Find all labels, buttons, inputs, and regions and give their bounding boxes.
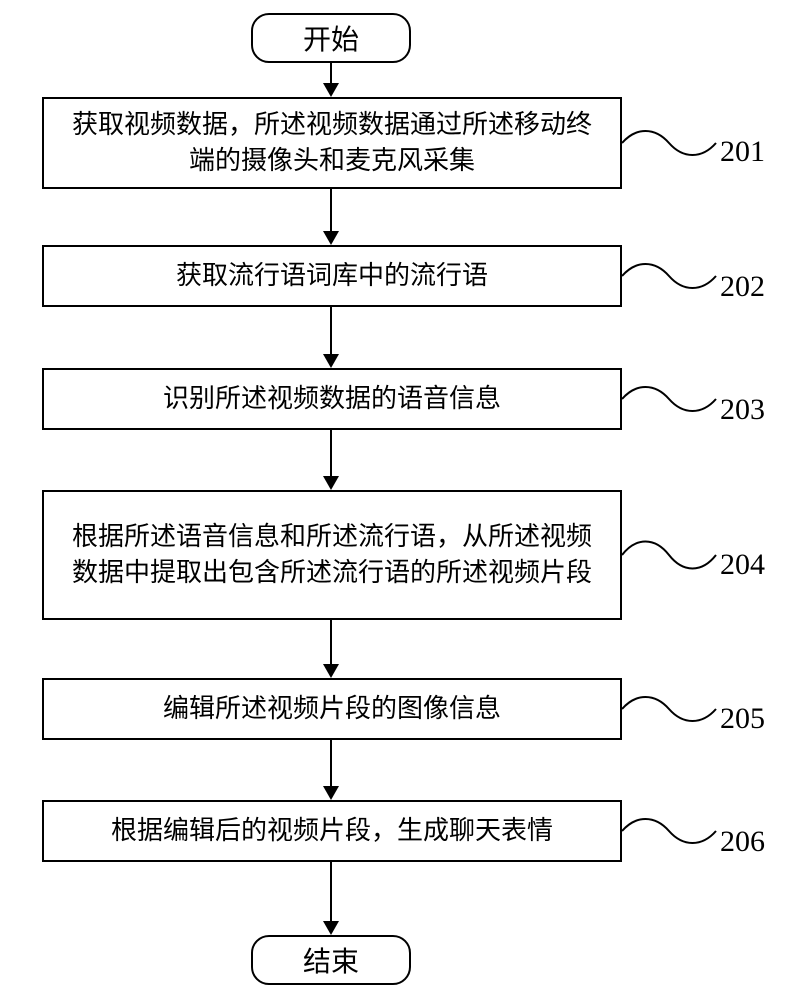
terminator-start: 开始: [251, 13, 411, 63]
step-201: 获取视频数据，所述视频数据通过所述移动终端的摄像头和麦克风采集: [42, 97, 622, 189]
step-203: 识别所述视频数据的语音信息: [42, 368, 622, 430]
step-205-text: 编辑所述视频片段的图像信息: [163, 691, 501, 727]
step-204-text: 根据所述语音信息和所述流行语，从所述视频数据中提取出包含所述流行语的所述视频片段: [64, 519, 600, 592]
step-205: 编辑所述视频片段的图像信息: [42, 678, 622, 740]
terminator-end-label: 结束: [303, 940, 359, 980]
label-202: 202: [720, 270, 765, 304]
label-203: 203: [720, 393, 765, 427]
terminator-start-label: 开始: [303, 18, 359, 58]
step-204: 根据所述语音信息和所述流行语，从所述视频数据中提取出包含所述流行语的所述视频片段: [42, 490, 622, 620]
step-206-text: 根据编辑后的视频片段，生成聊天表情: [111, 813, 553, 849]
label-206: 206: [720, 825, 765, 859]
step-201-text: 获取视频数据，所述视频数据通过所述移动终端的摄像头和麦克风采集: [64, 107, 600, 180]
step-202: 获取流行语词库中的流行语: [42, 245, 622, 307]
step-206: 根据编辑后的视频片段，生成聊天表情: [42, 800, 622, 862]
step-202-text: 获取流行语词库中的流行语: [176, 258, 488, 294]
label-201: 201: [720, 135, 765, 169]
terminator-end: 结束: [251, 935, 411, 985]
label-204: 204: [720, 548, 765, 582]
step-203-text: 识别所述视频数据的语音信息: [163, 381, 501, 417]
label-205: 205: [720, 702, 765, 736]
flowchart-canvas: 开始 获取视频数据，所述视频数据通过所述移动终端的摄像头和麦克风采集 获取流行语…: [0, 0, 791, 1000]
